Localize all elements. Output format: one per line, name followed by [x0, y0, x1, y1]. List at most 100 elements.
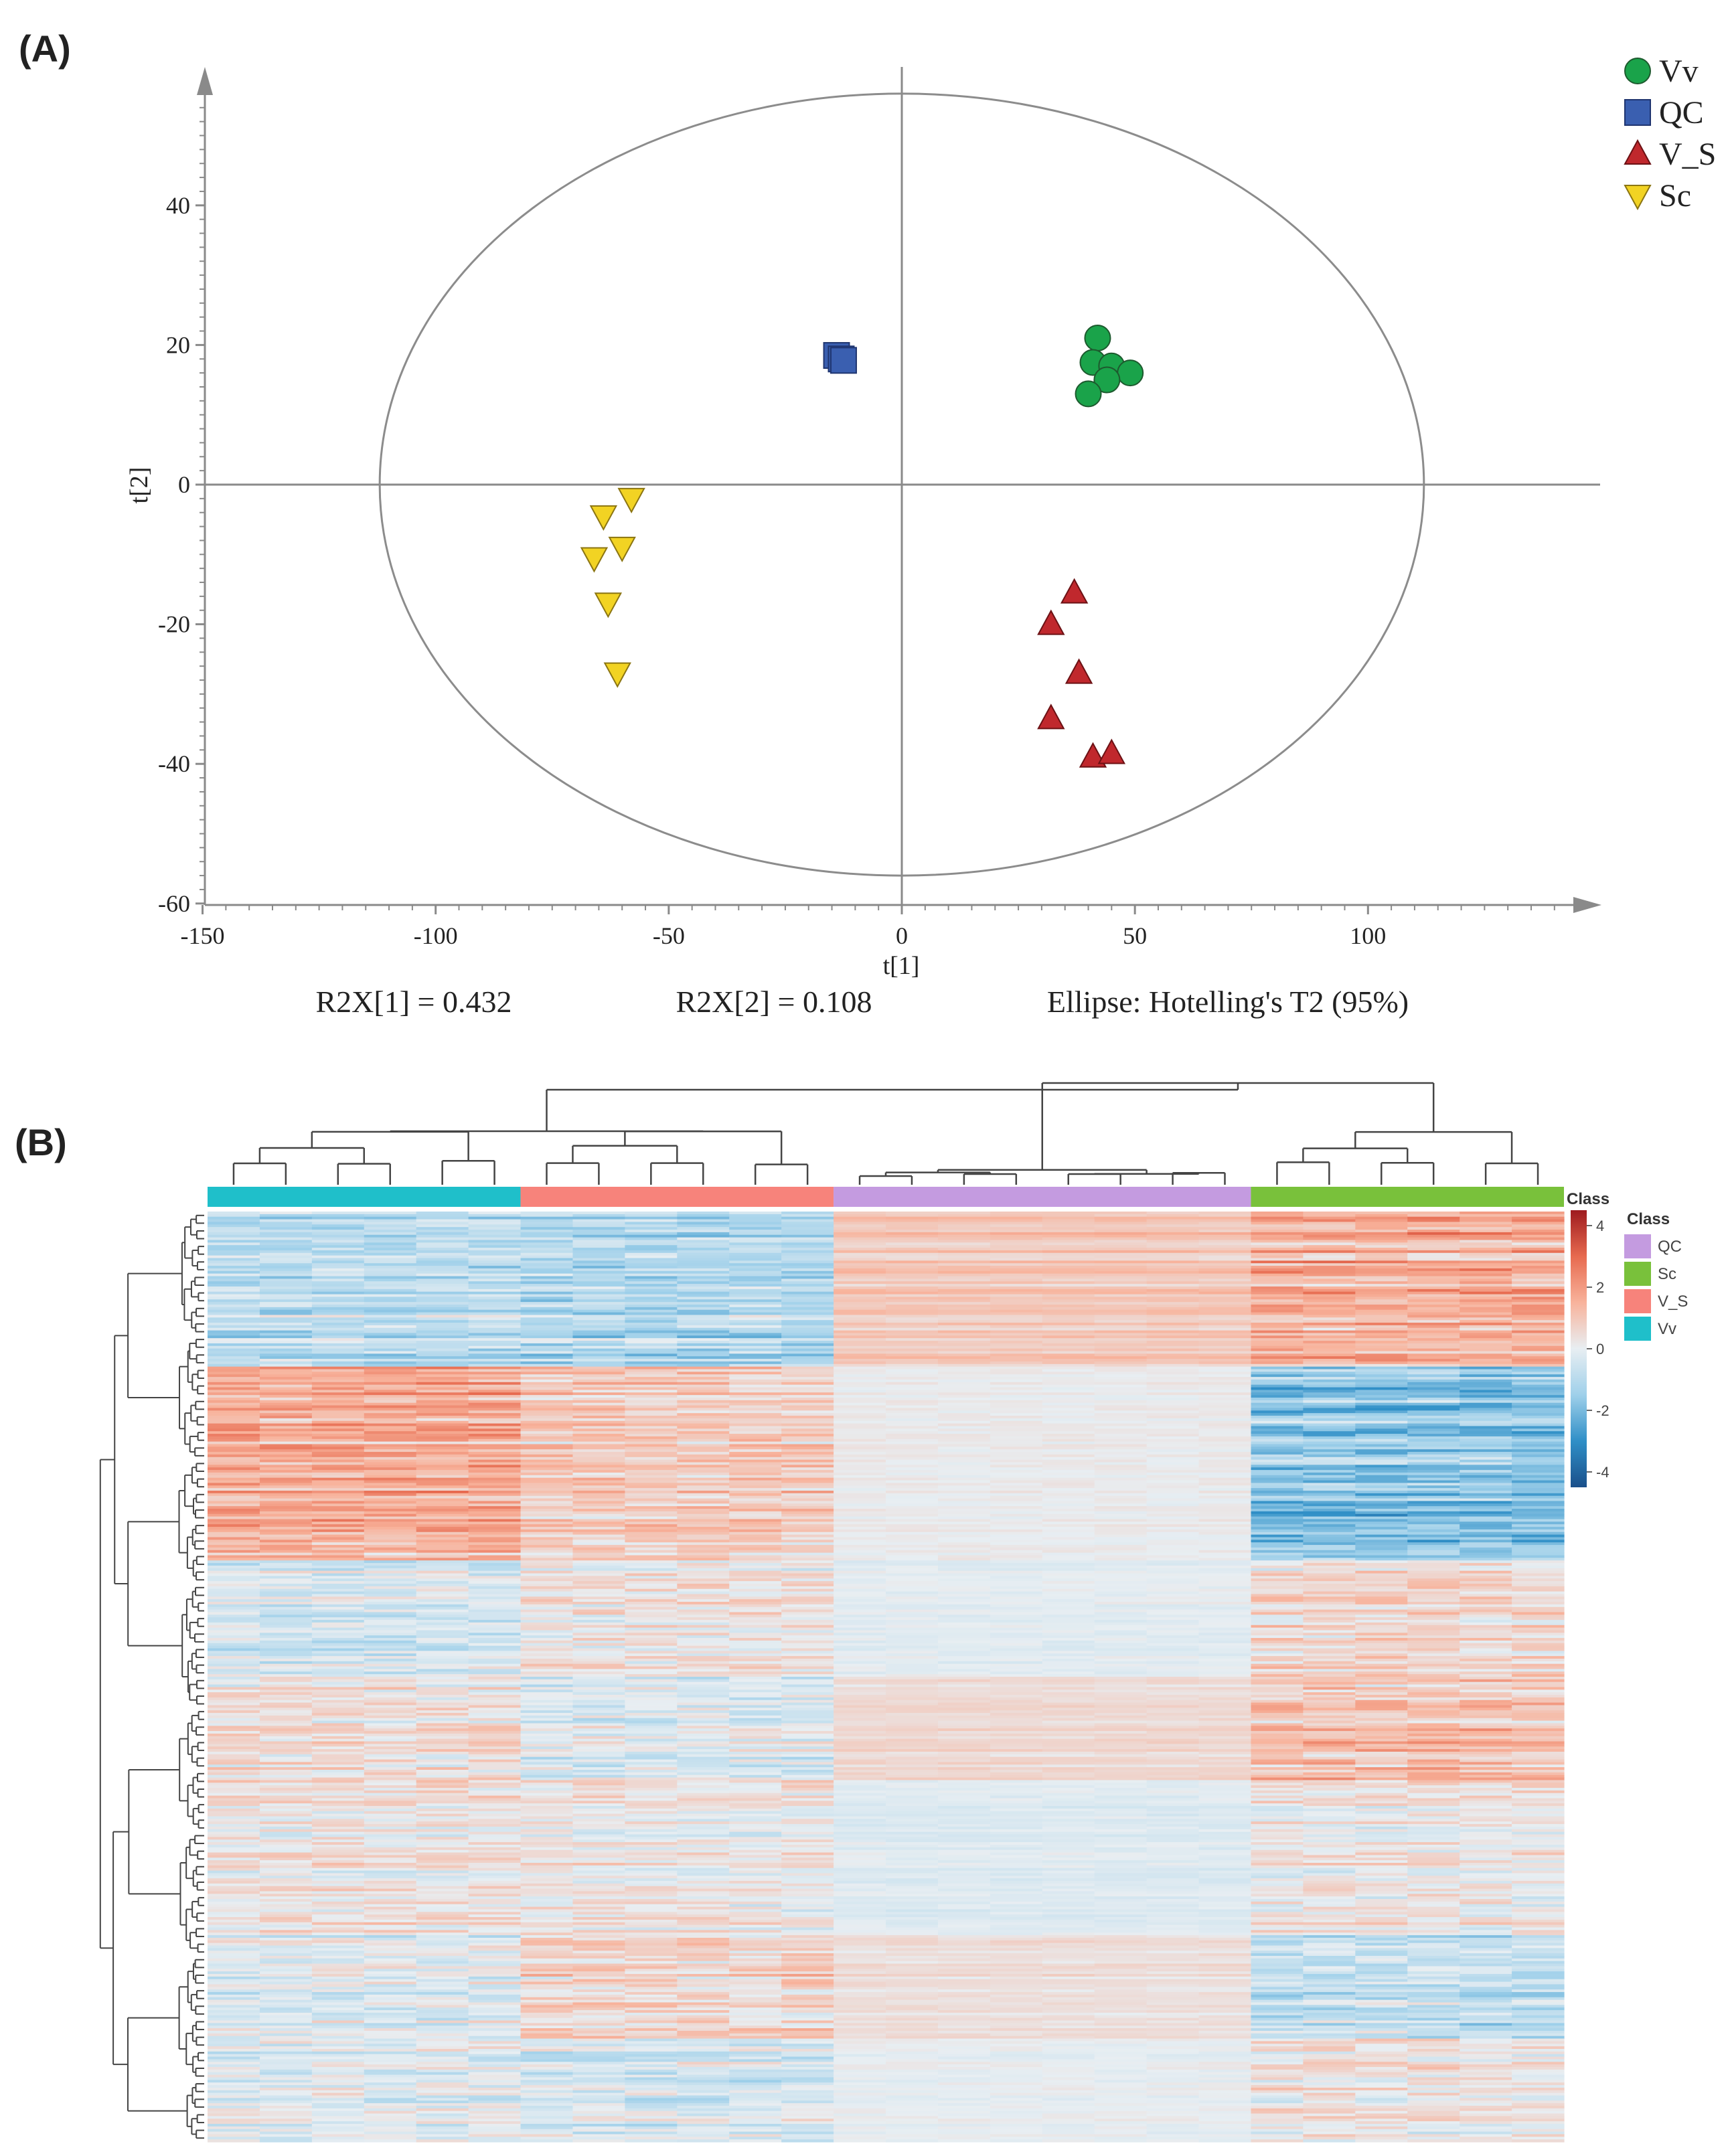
heatmap-cell: [1042, 1426, 1095, 1429]
heatmap-cell: [1146, 1578, 1200, 1582]
heatmap-cell: [1407, 1576, 1460, 1579]
heatmap-cell: [1512, 1286, 1565, 1290]
heatmap-cell: [1460, 1493, 1512, 1497]
heatmap-cell: [572, 1493, 625, 1497]
heatmap-cell: [937, 1622, 991, 1626]
heatmap-cell: [520, 1335, 574, 1339]
heatmap-cell: [677, 1338, 730, 1341]
heatmap-cell: [208, 1230, 260, 1233]
heatmap-cell: [1094, 1485, 1148, 1489]
heatmap-cell: [572, 1268, 625, 1272]
heatmap-cell: [937, 1459, 991, 1463]
heatmap-cell: [520, 1374, 574, 1378]
heatmap-cell: [1407, 1596, 1460, 1600]
heatmap-cell: [1251, 1307, 1304, 1311]
heatmap-cell: [1303, 1369, 1356, 1372]
heatmap-cell: [572, 1359, 625, 1362]
heatmap-cell: [781, 1588, 834, 1592]
heatmap-cell: [1460, 1617, 1512, 1621]
heatmap-cell: [677, 1625, 730, 1629]
heatmap-cell: [1460, 1625, 1512, 1629]
heatmap-cell: [625, 1252, 678, 1256]
heatmap-cell: [781, 1475, 834, 1479]
heatmap-cell: [416, 1395, 469, 1398]
heatmap-cell: [1355, 1374, 1408, 1378]
heatmap-cell: [937, 1604, 991, 1608]
heatmap-cell: [1355, 1291, 1408, 1295]
heatmap-cell: [729, 1540, 782, 1543]
heatmap-cell: [364, 1309, 417, 1313]
heatmap-cell: [311, 1294, 365, 1298]
heatmap-cell: [1407, 1348, 1460, 1352]
heatmap-cell: [1355, 1441, 1408, 1445]
heatmap-cell: [311, 1457, 365, 1461]
heatmap-cell: [729, 1555, 782, 1558]
heatmap-cell: [520, 1519, 574, 1522]
heatmap-cell: [729, 1459, 782, 1463]
heatmap-cell: [1355, 1240, 1408, 1243]
heatmap-cell: [1198, 1457, 1252, 1461]
heatmap-cell: [1198, 1281, 1252, 1284]
heatmap-cell: [416, 1459, 469, 1463]
heatmap-cell: [1512, 1498, 1565, 1502]
heatmap-cell: [937, 1581, 991, 1584]
heatmap-cell: [1042, 1540, 1095, 1543]
heatmap-cell: [625, 1645, 678, 1649]
heatmap-cell: [259, 1363, 313, 1367]
heatmap-cell: [364, 1576, 417, 1579]
heatmap-cell: [781, 1493, 834, 1497]
heatmap-cell: [416, 1614, 469, 1618]
heatmap-cell: [781, 1413, 834, 1416]
heatmap-cell: [1198, 1547, 1252, 1551]
heatmap-cell: [1460, 1524, 1512, 1527]
heatmap-cell: [1094, 1366, 1148, 1370]
heatmap-cell: [1251, 1234, 1304, 1238]
heatmap-cell: [781, 1524, 834, 1527]
heatmap-cell: [1251, 1555, 1304, 1558]
heatmap-cell: [990, 1614, 1043, 1618]
heatmap-cell: [364, 1297, 417, 1300]
heatmap-cell: [1198, 1212, 1252, 1215]
heatmap-cell: [781, 1286, 834, 1290]
heatmap-cell: [781, 1521, 834, 1525]
heatmap-cell: [416, 1586, 469, 1590]
heatmap-cell: [208, 1576, 260, 1579]
heatmap-cell: [990, 1266, 1043, 1269]
heatmap-cell: [1303, 1232, 1356, 1236]
heatmap-cell: [1251, 1260, 1304, 1264]
heatmap-cell: [1407, 1219, 1460, 1223]
heatmap-cell: [416, 1423, 469, 1427]
heatmap-cell: [1094, 1537, 1148, 1540]
heatmap-cell: [937, 1382, 991, 1386]
heatmap-cell: [1094, 1454, 1148, 1458]
heatmap-cell: [1355, 1501, 1408, 1504]
heatmap-cell: [990, 1270, 1043, 1274]
heatmap-cell: [1198, 1307, 1252, 1311]
heatmap-cell: [520, 1333, 574, 1336]
heatmap-cell: [259, 1472, 313, 1476]
heatmap-cell: [781, 1459, 834, 1463]
heatmap-cell: [520, 1527, 574, 1530]
heatmap-cell: [834, 1576, 886, 1579]
heatmap-cell: [364, 1384, 417, 1388]
heatmap-cell: [1460, 1586, 1512, 1590]
heatmap-cell: [259, 1477, 313, 1481]
heatmap-cell: [416, 1477, 469, 1481]
heatmap-cell: [1407, 1237, 1460, 1241]
heatmap-cell: [1042, 1542, 1095, 1546]
heatmap-cell: [1355, 1382, 1408, 1386]
point-v-s: [1097, 738, 1126, 764]
heatmap-cell: [1251, 1606, 1304, 1610]
heatmap-cell: [572, 1227, 625, 1230]
heatmap-cell: [1512, 1602, 1565, 1605]
heatmap-cell: [1251, 1534, 1304, 1538]
heatmap-cell: [468, 1454, 522, 1458]
heatmap-cell: [1460, 1402, 1512, 1406]
heatmap-cell: [781, 1227, 834, 1230]
heatmap-cell: [834, 1462, 886, 1465]
heatmap-cell: [1460, 1516, 1512, 1520]
heatmap-cell: [625, 1485, 678, 1489]
heatmap-cell: [625, 1297, 678, 1300]
heatmap-cell: [1460, 1545, 1512, 1548]
heatmap-cell: [1407, 1470, 1460, 1473]
